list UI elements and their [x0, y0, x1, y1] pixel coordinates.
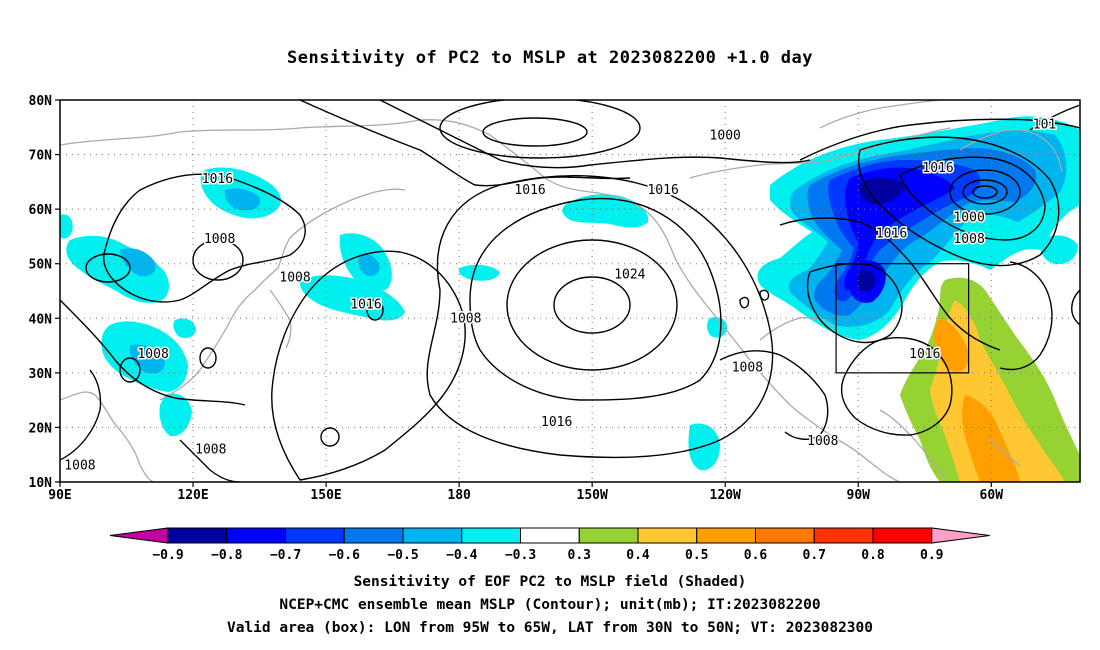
colorbar-label: −0.7 [270, 548, 301, 563]
contour-label: 101 [1033, 118, 1056, 133]
colorbar-label: 0.6 [744, 548, 768, 563]
contour-label: 1008 [279, 270, 310, 285]
lat-label: 50N [29, 258, 53, 273]
lon-label: 120W [710, 488, 741, 503]
caption-shading: Sensitivity of EOF PC2 to MSLP field (Sh… [353, 574, 747, 590]
colorbar-label: −0.5 [387, 548, 418, 563]
lon-label: 180 [447, 488, 471, 503]
lat-label: 60N [29, 203, 53, 218]
colorbar-label: 0.4 [626, 548, 650, 563]
contour-label: 1008 [204, 232, 235, 247]
colorbar-high-arrow [931, 527, 990, 544]
colorbar-swatch [578, 527, 639, 544]
colorbar-low-arrow [109, 527, 169, 544]
contour-label: 1008 [195, 442, 226, 457]
colorbar-swatch [755, 527, 815, 544]
lon-label: 90W [847, 488, 871, 503]
contour-label: 1016 [876, 227, 907, 242]
contour-label: 1008 [64, 459, 95, 474]
colorbar-swatch [520, 527, 580, 544]
lon-label: 90E [48, 488, 71, 503]
colorbar-label: 0.9 [920, 548, 943, 563]
colorbar-swatch [637, 527, 698, 544]
lon-label: 120E [177, 488, 208, 503]
contour-label: 1000 [953, 210, 984, 225]
colorbar-label: 0.8 [861, 548, 885, 563]
caption-valid-area: Valid area (box): LON from 95W to 65W, L… [226, 620, 873, 636]
mslp-contours [60, 100, 1080, 482]
valid-area-box [835, 263, 970, 374]
colorbar-label: −0.8 [211, 548, 242, 563]
contour-label: 1016 [909, 347, 940, 362]
colorbar-label: 0.7 [803, 548, 826, 563]
colorbar-label: −0.4 [446, 548, 477, 563]
colorbar-swatch [226, 527, 286, 544]
contour-label: 1016 [541, 415, 572, 430]
colorbar-label: 0.3 [568, 548, 591, 563]
lat-label: 80N [29, 94, 53, 109]
lat-label: 20N [29, 421, 53, 436]
colorbar-label: −0.9 [152, 548, 183, 563]
contour-label: 1016 [514, 183, 545, 198]
lon-label: 150W [577, 488, 608, 503]
colorbar-swatch [813, 527, 874, 544]
contour-label: 1008 [807, 434, 838, 449]
colorbar-swatch [872, 527, 933, 544]
colorbar-swatch [402, 527, 463, 544]
contour-label: 1016 [350, 298, 381, 313]
colorbar-swatch [285, 527, 345, 544]
lon-label: 150E [310, 488, 341, 503]
chart-title: Sensitivity of PC2 to MSLP at 2023082200… [286, 48, 813, 68]
colorbar-label: −0.3 [505, 548, 536, 563]
colorbar-swatch [167, 527, 228, 544]
contour-label: 1024 [614, 268, 645, 283]
lat-label: 30N [29, 367, 53, 382]
axis-tick-marks [55, 99, 992, 487]
lat-label: 10N [29, 476, 53, 491]
latitude-labels: 80N 70N 60N 50N 40N 30N 20N 10N [29, 94, 53, 491]
colorbar-label: 0.5 [685, 548, 708, 563]
contour-label: 1008 [953, 232, 984, 247]
contour-label: 1008 [450, 311, 481, 326]
lon-label: 60W [980, 488, 1004, 503]
contour-label: 1008 [137, 347, 168, 362]
colorbar-swatch [461, 527, 521, 544]
lat-lon-grid [60, 100, 1080, 482]
contour-label: 1016 [647, 183, 678, 198]
contour-label: 1000 [710, 128, 741, 143]
colorbar-swatch [343, 527, 404, 544]
contour-label: 1016 [922, 161, 953, 176]
colorbar: −0.9 −0.8 −0.7 −0.6 −0.5 −0.4 −0.3 0.3 0.4 0.5 0.6… [109, 527, 990, 563]
lat-label: 40N [29, 312, 53, 327]
caption-contour: NCEP+CMC ensemble mean MSLP (Contour); u… [279, 597, 821, 613]
colorbar-swatch [696, 527, 756, 544]
lat-label: 70N [29, 149, 53, 164]
longitude-labels: 90E 120E 150E 180 150W 120W 90W 60W [48, 488, 1003, 503]
contour-label: 1008 [732, 360, 763, 375]
contour-labels: 1000 1016 1016 1016 1016 1008 1008 1016 1008 1024… [63, 116, 1058, 475]
colorbar-label: −0.6 [329, 548, 360, 563]
contour-label: 1016 [202, 172, 233, 187]
